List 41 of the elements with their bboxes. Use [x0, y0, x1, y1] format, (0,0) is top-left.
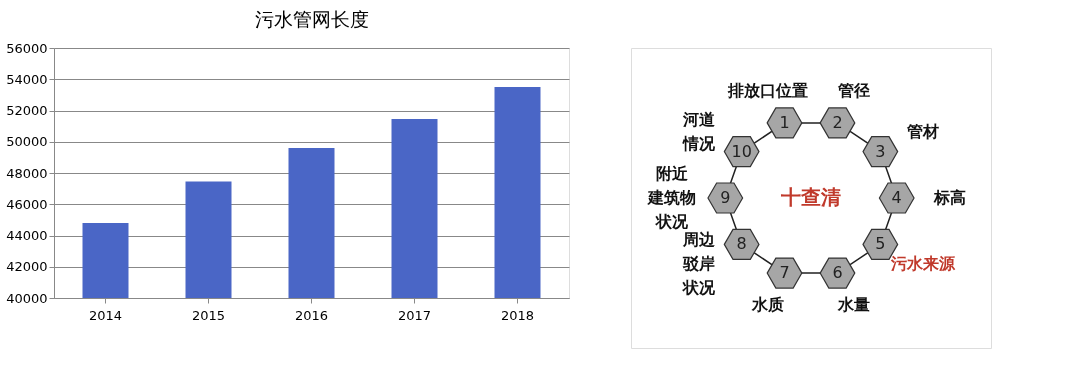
category-label: 8: [736, 234, 747, 254]
category-label: 6: [832, 263, 843, 283]
text: 水量: [836, 294, 870, 314]
category-label: 2: [832, 112, 843, 132]
text: 附近: [656, 164, 690, 184]
y-tick-label: 48000: [6, 165, 48, 181]
category-label: 3: [875, 141, 886, 161]
text: 管材: [906, 122, 940, 142]
y-tick-label: 56000: [6, 40, 48, 56]
text: 十查清: [780, 185, 841, 209]
chart-title: 污水管网长度: [254, 8, 369, 30]
y-tick-label: 54000: [6, 71, 48, 87]
category-label: 1: [779, 112, 790, 132]
x-tick-label: 2016: [294, 307, 329, 323]
category-label: 9: [720, 188, 731, 207]
text: 建筑物: [646, 188, 697, 207]
category-label: 10: [731, 141, 752, 161]
text: 情况: [681, 133, 716, 153]
category-label: 5: [875, 234, 886, 254]
x-tick-label: 2014: [88, 307, 123, 323]
text: 管径: [836, 81, 870, 101]
text: 周边: [681, 230, 716, 250]
y-tick-label: 52000: [6, 103, 48, 118]
text: 排放口位置: [727, 81, 809, 101]
category-label: 4: [891, 188, 902, 207]
text: 状况: [655, 211, 690, 231]
y-tick-label: 40000: [6, 290, 48, 306]
y-tick-label: 44000: [6, 228, 48, 243]
text: 驳岸: [681, 253, 715, 273]
x-tick-label: 2018: [500, 307, 535, 323]
text: 状况: [681, 277, 716, 297]
y-tick-label: 50000: [6, 134, 48, 150]
y-tick-label: 42000: [6, 259, 48, 275]
x-tick-label: 2017: [397, 307, 432, 323]
category-label: 7: [779, 263, 790, 283]
y-tick-label: 46000: [6, 196, 48, 212]
text: 水质: [751, 294, 785, 314]
x-tick-label: 2015: [191, 307, 226, 323]
text: 河道: [681, 110, 716, 130]
text: 标高: [932, 188, 966, 207]
text: 污水来源: [890, 253, 957, 273]
